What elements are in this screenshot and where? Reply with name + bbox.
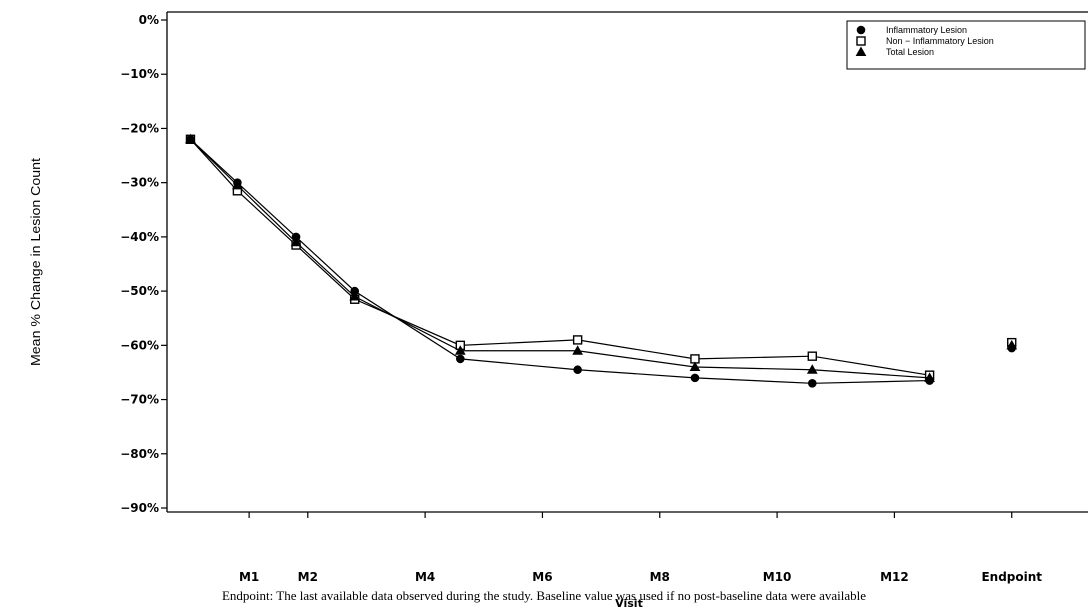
plot-frame xyxy=(166,11,1088,513)
data-point xyxy=(807,351,817,361)
data-point xyxy=(454,345,466,355)
y-axis-title: Mean % Change in Lesion Count xyxy=(28,158,43,366)
y-tick-label: −40% xyxy=(120,230,159,244)
series-2 xyxy=(185,133,1018,382)
data-point xyxy=(350,286,360,296)
data-point xyxy=(806,364,818,374)
legend-label: Total Lesion xyxy=(886,47,934,57)
y-tick-label: −30% xyxy=(120,176,159,190)
endpoint-point xyxy=(1007,343,1017,353)
data-point xyxy=(291,232,301,242)
x-axis-title: Visit xyxy=(615,597,643,609)
data-point xyxy=(572,345,583,355)
data-point xyxy=(456,354,465,364)
x-axis-ticks: M1 M2 M4 M6 M8 M10 M12 Endpoint xyxy=(239,512,1042,584)
x-tick-label: Endpoint xyxy=(981,570,1042,584)
footnote: Endpoint: The last available data observ… xyxy=(221,588,867,603)
x-tick-label: M4 xyxy=(415,570,435,584)
series-0 xyxy=(186,134,1017,388)
data-point xyxy=(186,134,195,144)
data-point xyxy=(290,236,302,247)
data-point xyxy=(689,361,701,372)
y-tick-label: 0% xyxy=(139,13,159,27)
x-tick-label: M1 xyxy=(239,570,259,584)
y-tick-label: −10% xyxy=(120,67,159,81)
data-point xyxy=(925,376,934,385)
x-tick-label: M2 xyxy=(298,570,318,584)
legend-box xyxy=(846,20,1086,70)
data-point xyxy=(573,365,582,375)
legend-marker xyxy=(855,46,867,56)
data-point xyxy=(349,291,361,301)
y-tick-label: −60% xyxy=(120,338,159,352)
data-point xyxy=(572,335,583,345)
x-tick-label: M10 xyxy=(763,570,792,584)
y-tick-label: −80% xyxy=(120,447,159,461)
legend-marker xyxy=(856,25,866,35)
data-point xyxy=(690,373,700,383)
data-point xyxy=(233,178,242,187)
y-tick-label: −20% xyxy=(120,121,159,135)
series-line xyxy=(190,138,930,384)
series-1 xyxy=(185,134,1017,380)
y-tick-label: −90% xyxy=(120,501,159,515)
y-tick-label: −50% xyxy=(120,284,159,298)
series-line xyxy=(190,138,930,376)
data-point xyxy=(807,378,817,388)
series-line xyxy=(190,138,930,379)
y-axis-ticks: 0% −10% −20% −30% −40% −50% −60% −70% −80% −90% xyxy=(120,13,167,515)
y-tick-label: −70% xyxy=(120,393,159,407)
x-tick-label: M12 xyxy=(880,570,909,584)
x-tick-label: M8 xyxy=(650,570,670,584)
legend-marker xyxy=(856,36,866,46)
legend-label: Non − Inflammatory Lesion xyxy=(886,36,994,46)
series-layer xyxy=(185,133,1018,388)
x-tick-label: M6 xyxy=(532,570,552,584)
legend-label: Inflammatory Lesion xyxy=(886,25,967,35)
